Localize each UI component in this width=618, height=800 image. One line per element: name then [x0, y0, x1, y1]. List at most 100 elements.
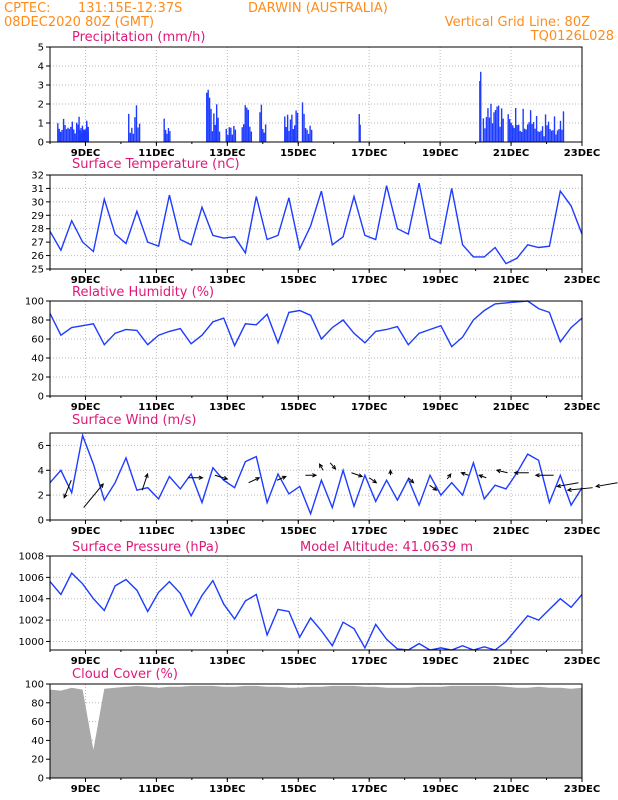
precip-bar	[284, 116, 286, 142]
precip-bar	[496, 106, 498, 142]
wind-arrow	[248, 477, 260, 484]
y-tick-label: 60	[31, 335, 44, 346]
precip-bar	[480, 71, 482, 142]
precip-bar	[263, 132, 265, 142]
wind-arrow	[429, 484, 437, 491]
series-line	[49, 300, 583, 348]
precip-bar	[558, 129, 560, 142]
precip-bar	[309, 125, 311, 142]
wind-arrow	[351, 472, 363, 477]
precip-bar	[84, 129, 86, 142]
precip-bar	[499, 126, 501, 142]
header: CPTEC: 131:15E-12:37S DARWIN (AUSTRALIA)…	[4, 1, 614, 44]
panel-title: Surface Pressure (hPa)	[72, 540, 219, 555]
x-tick-label: 9DEC	[71, 148, 100, 159]
header-location: DARWIN (AUSTRALIA)	[248, 1, 388, 16]
precip-bar	[79, 130, 82, 142]
panel-title: Precipitation (mm/h)	[72, 30, 205, 45]
precip-bar	[359, 124, 361, 142]
y-tick-label: 5	[38, 43, 44, 54]
wind-arrow-head	[432, 486, 438, 491]
wind-arrow	[596, 482, 618, 487]
precip-bar	[215, 104, 218, 142]
precip-bar	[517, 124, 520, 142]
wind-arrow	[496, 469, 508, 474]
x-tick-label: 23DEC	[564, 402, 600, 413]
panel-frame	[49, 683, 583, 779]
y-tick-label: 2	[38, 491, 44, 502]
panel-subtitle: Model Altitude: 41.0639 m	[300, 540, 473, 555]
precip-bar	[559, 120, 562, 142]
precip-bar	[131, 127, 133, 142]
precip-bar	[525, 129, 527, 142]
y-tick-label: 4	[38, 62, 44, 73]
precip-bar	[234, 129, 237, 142]
precip-bar	[225, 128, 227, 142]
x-tick-label: 21DEC	[493, 526, 529, 537]
wind-arrow-head	[495, 468, 501, 474]
x-tick-label: 23DEC	[564, 656, 600, 667]
y-tick-label: 40	[31, 354, 44, 365]
y-tick-label: 1006	[19, 573, 44, 584]
precip-bar	[490, 103, 492, 142]
wind-arrow-head	[223, 475, 229, 481]
precip-bar	[217, 117, 219, 142]
precip-bar	[166, 133, 168, 142]
wind-arrow-head	[312, 473, 318, 478]
wind-arrow	[567, 487, 593, 491]
precip-bar	[61, 129, 63, 142]
precip-bar	[74, 133, 76, 142]
precip-bar	[59, 131, 62, 142]
precip-bar	[227, 134, 229, 142]
y-tick-label: 26	[31, 251, 44, 262]
precip-bar	[75, 122, 78, 142]
precip-bar	[514, 108, 517, 142]
precip-bar	[540, 130, 542, 142]
precip-bar	[494, 109, 497, 142]
precip-bar	[509, 119, 511, 142]
precip-bar	[247, 109, 249, 142]
precip-bar	[543, 136, 545, 142]
precip-bar	[64, 125, 66, 142]
precip-bar	[228, 127, 230, 142]
precip-bar	[562, 111, 565, 142]
y-tick-label: 1002	[19, 616, 44, 627]
precip-bar	[244, 105, 246, 142]
wind-arrow	[276, 476, 287, 481]
precip-bar	[73, 129, 75, 142]
x-tick-label: 17DEC	[351, 784, 387, 795]
precip-bar	[485, 117, 488, 142]
precip-bar	[207, 89, 209, 142]
x-tick-label: 15DEC	[280, 526, 316, 537]
precip-bar	[507, 114, 509, 142]
precip-bar	[307, 133, 310, 142]
panel-5: Cloud Cover (%) 0 20 40 60 80 100 9DEC 11DEC 13DE…	[25, 667, 600, 795]
x-tick-label: 17DEC	[351, 148, 387, 159]
precip-bar	[502, 118, 504, 142]
x-tick-label: 11DEC	[138, 526, 174, 537]
y-tick-label: 2	[38, 100, 44, 111]
precip-bar	[534, 128, 536, 142]
precip-bar	[513, 127, 515, 142]
precip-bar	[546, 125, 548, 142]
precip-bar	[493, 112, 495, 142]
y-tick-label: 27	[31, 238, 44, 249]
precip-bar	[547, 121, 550, 142]
x-tick-label: 15DEC	[280, 275, 316, 286]
panel-frame	[49, 46, 583, 143]
precip-bar	[134, 117, 136, 142]
precip-bar	[208, 97, 211, 142]
y-tick-label: 29	[31, 211, 44, 222]
precip-bar	[77, 124, 79, 142]
y-tick-label: 100	[25, 680, 44, 691]
precip-bar	[512, 125, 514, 142]
precip-bar	[169, 131, 171, 142]
precip-bar	[260, 104, 263, 142]
precip-bar	[296, 112, 299, 142]
precip-bar	[288, 130, 290, 142]
panel-0: Precipitation (mm/h) 0 1 2 3 4 5 9DEC 11DEC 13DEC…	[38, 30, 601, 159]
precip-bar	[535, 115, 538, 142]
precip-bar	[233, 125, 235, 142]
precip-bar	[68, 128, 71, 142]
y-tick-label: 40	[31, 736, 44, 747]
